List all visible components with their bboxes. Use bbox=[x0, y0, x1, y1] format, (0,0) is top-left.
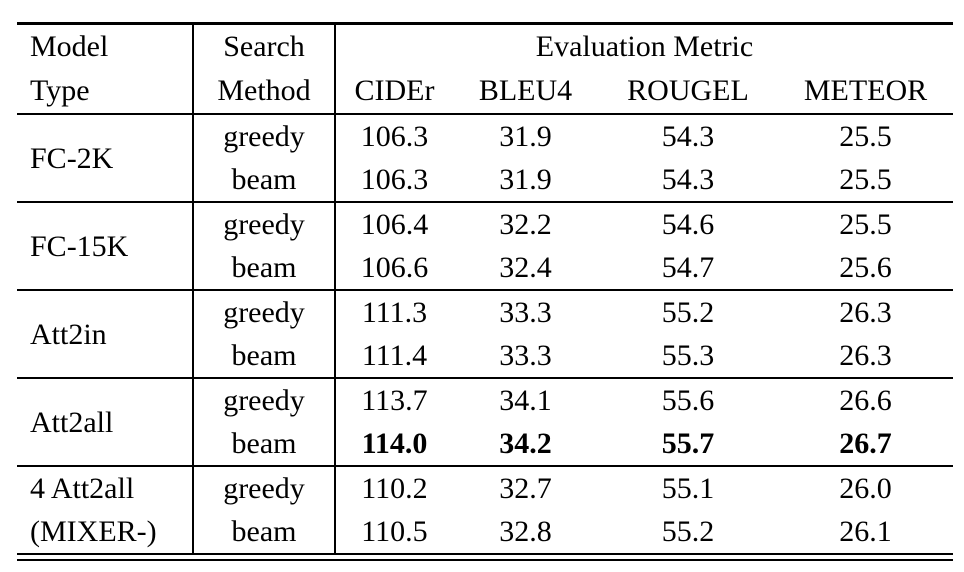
col-header-meteor: METEOR bbox=[803, 74, 928, 107]
metric-value-cell: 32.7 bbox=[499, 472, 552, 505]
method-cell: beam bbox=[193, 334, 336, 378]
metric-value-cell: 55.6 bbox=[661, 384, 715, 417]
table-row: beam 106.3 31.9 54.3 25.5 bbox=[17, 158, 953, 202]
table-header: Model Type Search Method Evaluation Metr… bbox=[17, 23, 953, 114]
metric-value-cell: 55.2 bbox=[661, 296, 715, 329]
method-cell: greedy bbox=[193, 202, 336, 246]
metric-value-cell: 54.3 bbox=[661, 120, 715, 153]
model-cell: Att2all bbox=[17, 378, 194, 466]
model-cell: FC-15K bbox=[17, 202, 194, 290]
metric-value-cell: 26.1 bbox=[839, 515, 892, 548]
header-row-top: Model Type Search Method Evaluation Metr… bbox=[17, 23, 953, 114]
table-row: Att2in greedy 111.3 33.3 55.2 26.3 bbox=[17, 290, 953, 378]
table-row: beam 106.6 32.4 54.7 25.6 bbox=[17, 246, 953, 290]
group-fc-2k: FC-2K greedy 106.3 31.9 54.3 25.5 beam 1… bbox=[17, 114, 953, 202]
metric-value-cell: 55.3 bbox=[661, 339, 715, 372]
col-header-search-method: Search Method bbox=[193, 23, 336, 114]
table-row: beam 111.4 33.3 55.3 26.3 bbox=[17, 334, 953, 378]
metric-value-cell: 55.7 bbox=[661, 427, 715, 460]
metric-value-cell: 33.3 bbox=[499, 296, 552, 329]
metric-value-cell: 26.3 bbox=[839, 339, 892, 372]
metric-value-cell: 25.5 bbox=[839, 163, 892, 196]
metric-value-cell: 34.1 bbox=[499, 384, 552, 417]
col-header-cider: CIDEr bbox=[354, 74, 435, 107]
metric-value-cell: 106.3 bbox=[360, 120, 429, 153]
metric-value-cell: 32.2 bbox=[499, 208, 552, 241]
metric-value-cell: 32.4 bbox=[499, 251, 552, 284]
results-table-wrap: Model Type Search Method Evaluation Metr… bbox=[17, 22, 953, 561]
method-cell: greedy bbox=[193, 114, 336, 158]
metric-value-cell: 26.6 bbox=[839, 384, 892, 417]
model-cell: 4 Att2all (MIXER-) bbox=[17, 466, 194, 554]
metric-value-cell: 25.5 bbox=[839, 120, 892, 153]
table-row: 4 Att2all (MIXER-) greedy 110.2 32.7 55.… bbox=[17, 466, 953, 554]
method-cell: beam bbox=[193, 158, 336, 202]
method-cell: beam bbox=[193, 422, 336, 466]
method-cell: greedy bbox=[193, 290, 336, 334]
table-row: beam 110.5 32.8 55.2 26.1 bbox=[17, 510, 953, 554]
metric-value-cell: 34.2 bbox=[499, 427, 552, 460]
metric-value-cell: 110.2 bbox=[361, 472, 428, 505]
method-cell: greedy bbox=[193, 466, 336, 510]
group-fc-15k: FC-15K greedy 106.4 32.2 54.6 25.5 beam … bbox=[17, 202, 953, 290]
table-row: Att2all greedy 113.7 34.1 55.6 26.6 bbox=[17, 378, 953, 466]
metric-value-cell: 106.6 bbox=[360, 251, 429, 284]
metric-value-cell: 26.3 bbox=[839, 296, 892, 329]
metric-value-cell: 26.0 bbox=[839, 472, 892, 505]
metric-value-cell: 113.7 bbox=[361, 384, 428, 417]
method-cell: greedy bbox=[193, 378, 336, 422]
metric-value-cell: 55.2 bbox=[661, 515, 715, 548]
metric-value-cell: 54.7 bbox=[661, 251, 715, 284]
metric-value-cell: 26.7 bbox=[839, 427, 892, 460]
group-att2all: Att2all greedy 113.7 34.1 55.6 26.6 beam… bbox=[17, 378, 953, 466]
model-cell: FC-2K bbox=[17, 114, 194, 202]
metric-value-cell: 33.3 bbox=[499, 339, 552, 372]
col-header-evaluation-metric: Evaluation Metric bbox=[535, 30, 754, 63]
model-cell: Att2in bbox=[17, 290, 194, 378]
metric-value-cell: 25.5 bbox=[839, 208, 892, 241]
table-row: FC-2K greedy 106.3 31.9 54.3 25.5 bbox=[17, 114, 953, 202]
metric-value-cell: 55.1 bbox=[661, 472, 715, 505]
results-table: Model Type Search Method Evaluation Metr… bbox=[17, 22, 953, 555]
metric-value-cell: 31.9 bbox=[499, 120, 552, 153]
metric-value-cell: 110.5 bbox=[361, 515, 428, 548]
metric-value-cell: 106.4 bbox=[360, 208, 429, 241]
method-cell: beam bbox=[193, 246, 336, 290]
metric-value-cell: 111.3 bbox=[361, 296, 428, 329]
metric-value-cell: 32.8 bbox=[499, 515, 552, 548]
col-header-bleu4: BLEU4 bbox=[478, 74, 573, 107]
metric-value-cell: 106.3 bbox=[360, 163, 429, 196]
metric-value-cell: 54.6 bbox=[661, 208, 715, 241]
metric-value-cell: 54.3 bbox=[661, 163, 715, 196]
metric-value-cell: 111.4 bbox=[361, 339, 428, 372]
col-header-rougel: ROUGEL bbox=[627, 74, 749, 107]
col-header-model-type: Model Type bbox=[17, 23, 194, 114]
metric-value-cell: 114.0 bbox=[361, 427, 428, 460]
table-row: beam 114.0 34.2 55.7 26.7 bbox=[17, 422, 953, 466]
table-row: FC-15K greedy 106.4 32.2 54.6 25.5 bbox=[17, 202, 953, 290]
group-att2in: Att2in greedy 111.3 33.3 55.2 26.3 beam … bbox=[17, 290, 953, 378]
group-4-att2all-mixer: 4 Att2all (MIXER-) greedy 110.2 32.7 55.… bbox=[17, 466, 953, 554]
metric-value-cell: 31.9 bbox=[499, 163, 552, 196]
metric-value-cell: 25.6 bbox=[839, 251, 892, 284]
header-row-metrics: CIDEr BLEU4 ROUGEL METEOR bbox=[17, 69, 953, 114]
method-cell: beam bbox=[193, 510, 336, 554]
